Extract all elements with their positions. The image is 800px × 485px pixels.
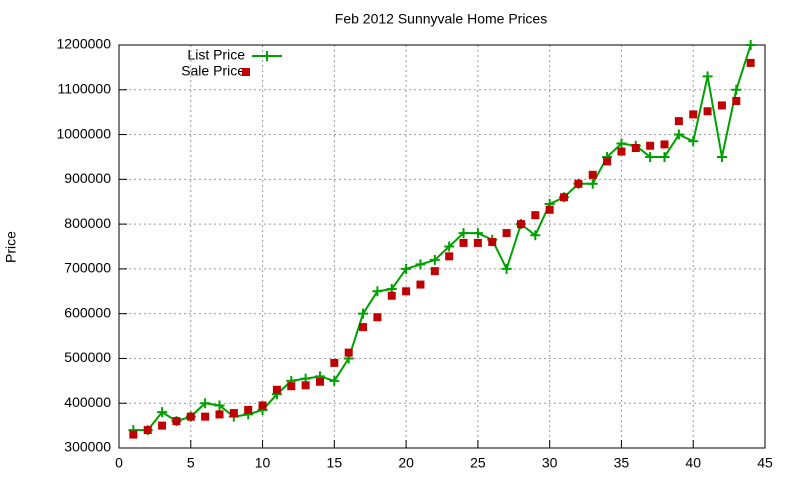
point bbox=[745, 40, 756, 50]
point bbox=[501, 263, 512, 274]
x-tick-label: 40 bbox=[685, 455, 701, 471]
point bbox=[488, 238, 497, 247]
point bbox=[301, 381, 310, 390]
point bbox=[186, 412, 195, 421]
point bbox=[645, 151, 656, 162]
plot-border bbox=[118, 44, 766, 449]
point bbox=[473, 238, 482, 247]
y-tick-label: 1000000 bbox=[56, 125, 111, 141]
point bbox=[158, 421, 167, 430]
point bbox=[631, 143, 640, 152]
point bbox=[373, 313, 382, 322]
point bbox=[472, 228, 483, 239]
y-tick-label: 400000 bbox=[64, 394, 111, 410]
point bbox=[530, 230, 541, 241]
point bbox=[746, 58, 755, 67]
x-tick-label: 30 bbox=[542, 455, 558, 471]
point bbox=[258, 401, 267, 410]
point bbox=[673, 129, 684, 140]
point bbox=[229, 409, 238, 418]
point bbox=[344, 348, 353, 357]
point bbox=[702, 71, 713, 82]
y-tick-label: 900000 bbox=[64, 170, 111, 186]
point bbox=[415, 259, 426, 270]
x-tick-label: 20 bbox=[398, 455, 414, 471]
point bbox=[315, 377, 324, 386]
point bbox=[172, 417, 181, 426]
y-tick-label: 800000 bbox=[64, 215, 111, 231]
legend-swatch bbox=[242, 68, 250, 76]
point bbox=[200, 398, 211, 409]
point bbox=[674, 117, 683, 126]
point bbox=[516, 220, 525, 229]
legend-swatch bbox=[262, 51, 272, 61]
legend-label: List Price bbox=[187, 47, 245, 63]
point bbox=[716, 151, 727, 162]
point bbox=[430, 267, 439, 276]
point bbox=[688, 136, 699, 147]
point bbox=[359, 323, 368, 332]
point bbox=[214, 400, 225, 411]
point bbox=[703, 107, 712, 116]
legend-label: Sale Price bbox=[181, 63, 245, 79]
point bbox=[272, 385, 281, 394]
point bbox=[215, 410, 224, 419]
point bbox=[502, 229, 511, 238]
point bbox=[444, 241, 455, 252]
series-line bbox=[133, 44, 752, 432]
point bbox=[429, 254, 440, 265]
point bbox=[646, 141, 655, 150]
point bbox=[689, 110, 698, 119]
point bbox=[201, 412, 210, 421]
point bbox=[616, 138, 627, 149]
y-tick-label: 1200000 bbox=[56, 36, 111, 52]
point bbox=[603, 157, 612, 166]
point bbox=[387, 291, 396, 300]
point bbox=[358, 308, 369, 319]
x-tick-label: 5 bbox=[187, 455, 195, 471]
point bbox=[531, 211, 540, 220]
x-tick-label: 10 bbox=[255, 455, 271, 471]
point bbox=[157, 407, 168, 418]
y-tick-label: 600000 bbox=[64, 304, 111, 320]
x-tick-label: 45 bbox=[757, 455, 773, 471]
point bbox=[143, 426, 152, 435]
point bbox=[458, 228, 469, 239]
point bbox=[659, 151, 670, 162]
point bbox=[330, 358, 339, 367]
y-tick-label: 1100000 bbox=[58, 80, 112, 96]
point bbox=[459, 238, 468, 247]
point bbox=[287, 382, 296, 391]
point bbox=[731, 84, 742, 95]
point bbox=[717, 101, 726, 110]
point bbox=[402, 287, 411, 296]
point bbox=[401, 263, 412, 274]
point bbox=[587, 178, 598, 189]
point bbox=[445, 252, 454, 261]
x-tick-label: 25 bbox=[470, 455, 486, 471]
point bbox=[588, 170, 597, 179]
point bbox=[617, 147, 626, 156]
y-tick-label: 500000 bbox=[64, 349, 111, 365]
y-tick-label: 700000 bbox=[64, 260, 111, 276]
point bbox=[129, 430, 138, 439]
point bbox=[560, 193, 569, 202]
y-axis-label: Price bbox=[3, 231, 19, 263]
point bbox=[416, 280, 425, 289]
y-tick-label: 300000 bbox=[64, 439, 111, 455]
x-tick-label: 35 bbox=[614, 455, 630, 471]
point bbox=[244, 405, 253, 414]
point bbox=[545, 205, 554, 214]
point bbox=[732, 96, 741, 105]
x-tick-label: 15 bbox=[327, 455, 343, 471]
point bbox=[329, 375, 340, 386]
chart-title: Feb 2012 Sunnyvale Home Prices bbox=[335, 11, 547, 27]
x-tick-label: 0 bbox=[115, 455, 123, 471]
point bbox=[660, 140, 669, 149]
point bbox=[372, 286, 383, 297]
point bbox=[574, 179, 583, 188]
